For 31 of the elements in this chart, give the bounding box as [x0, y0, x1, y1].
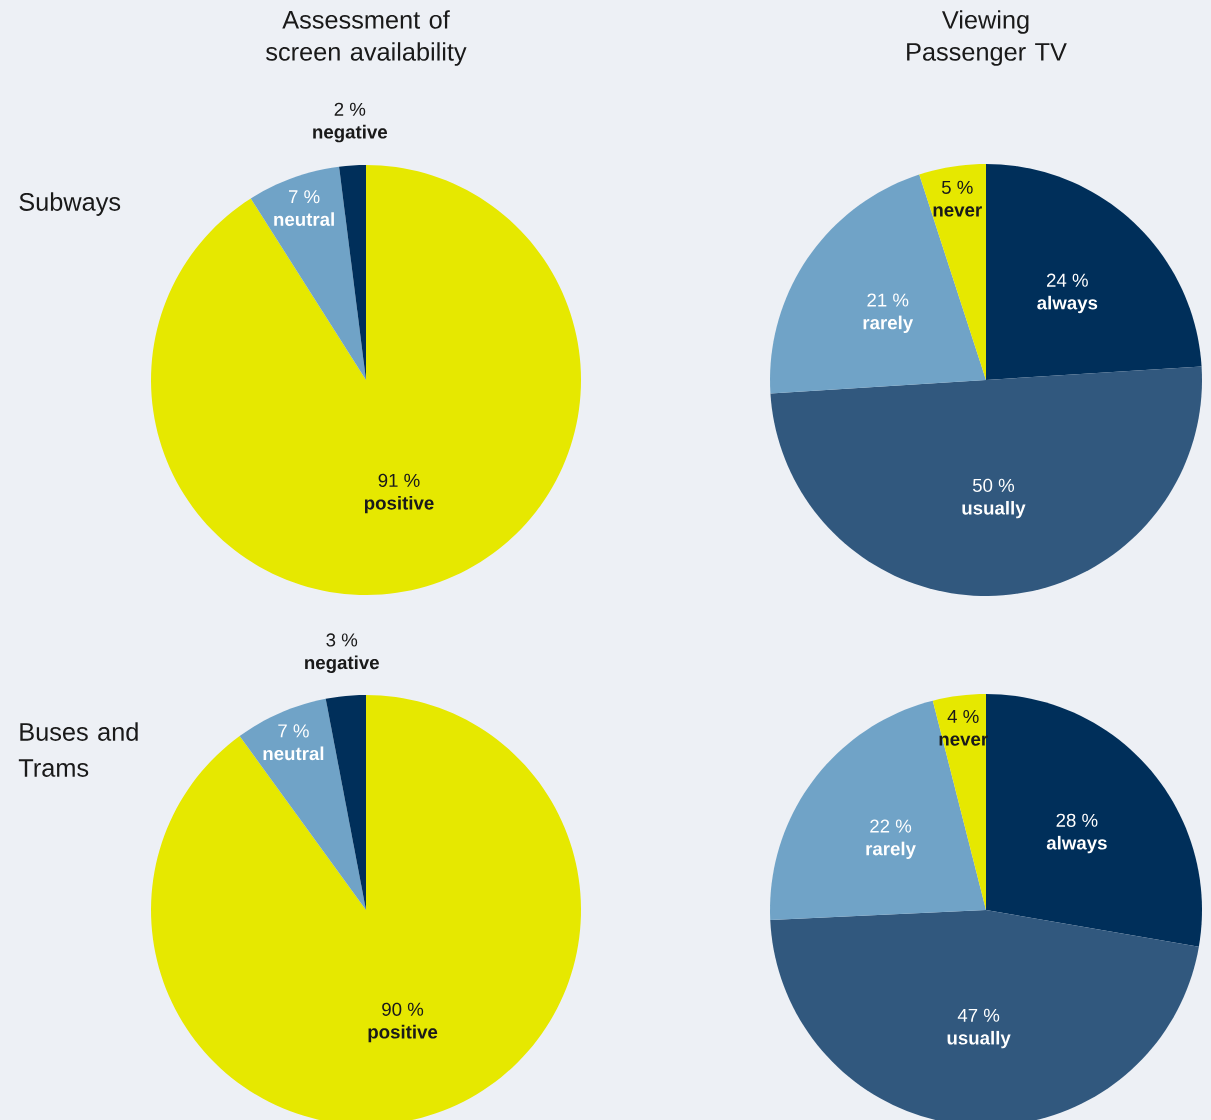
slice-label: negative [305, 655, 379, 673]
slice-label: always [1037, 295, 1098, 314]
slice-label: positive [364, 495, 434, 514]
slice-label: never [933, 206, 982, 217]
data-label: 28 % [1056, 813, 1098, 827]
slice-label: rarely [863, 315, 914, 334]
data-label: 2 % [334, 102, 366, 116]
chart-title: Viewing Passenger TV [907, 10, 1067, 66]
slice-label: positive [368, 1024, 438, 1043]
slice-label: neutral [274, 212, 334, 226]
data-label: 21 % [867, 293, 909, 307]
data-label: 91 % [378, 473, 420, 487]
slice-label: usually [962, 500, 1026, 519]
data-label: 50 % [972, 478, 1015, 492]
data-label: 47 % [957, 1008, 1000, 1022]
data-label: 5 % [941, 180, 973, 194]
data-label: 4 % [947, 709, 979, 723]
data-label: 7 % [288, 190, 320, 204]
data-label: 7 % [278, 724, 309, 738]
data-label: 22 % [870, 819, 912, 833]
text: Subways [19, 192, 121, 216]
text: Buses and Trams [18, 722, 138, 777]
data-label: 90 % [382, 1002, 424, 1016]
slice-label: rarely [866, 841, 916, 860]
slice-label: always [1046, 835, 1107, 854]
slice-label: usually [947, 1030, 1011, 1049]
chart-title: Assessment of screen availability [266, 10, 467, 66]
data-label: 24 % [1047, 273, 1088, 287]
data-label: 3 % [326, 633, 358, 647]
slice-label: neutral [263, 746, 324, 761]
slice-label: negative [313, 124, 388, 143]
